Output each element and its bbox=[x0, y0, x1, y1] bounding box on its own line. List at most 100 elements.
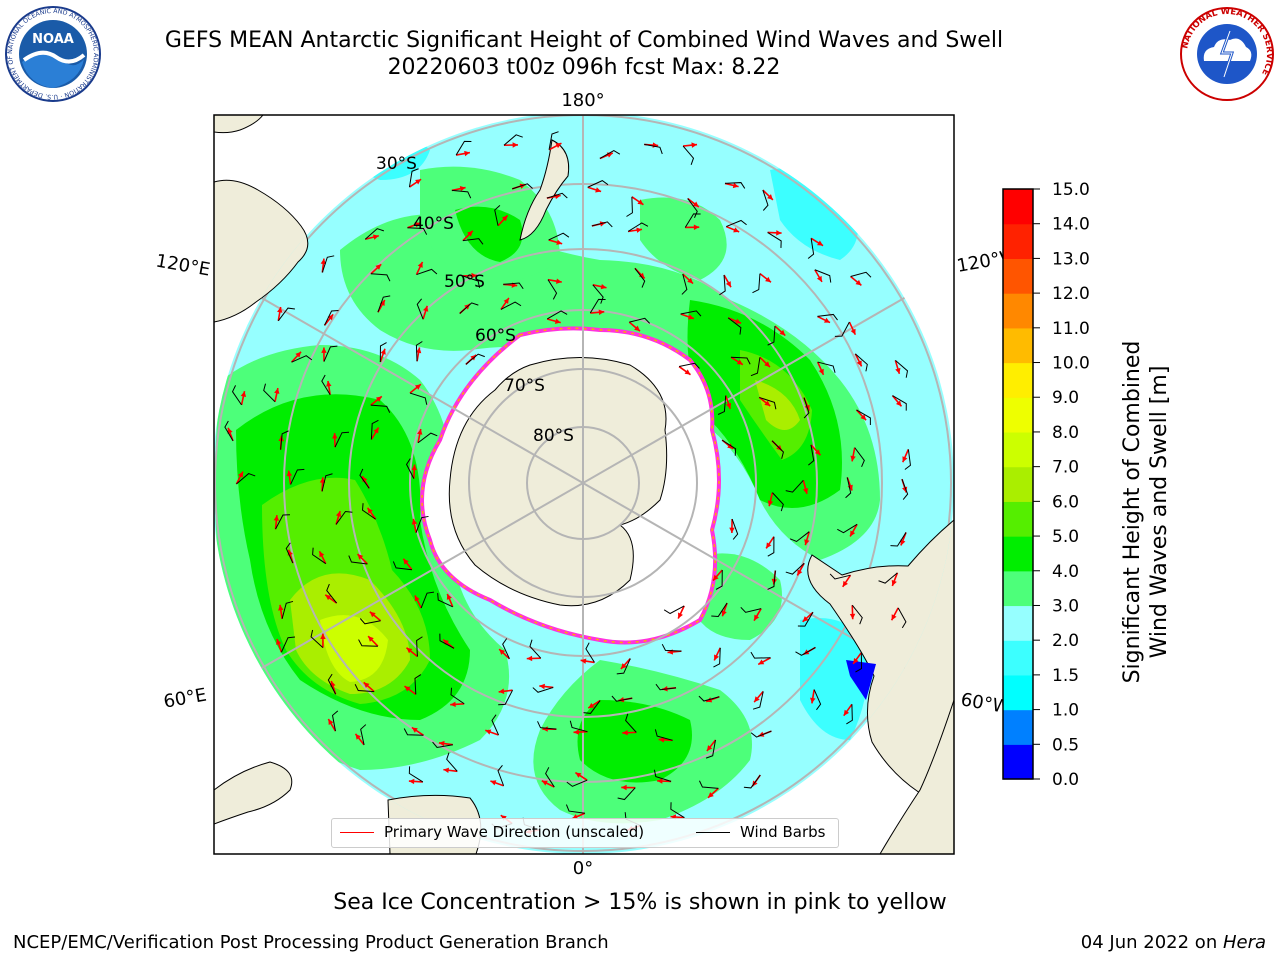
wind-barb bbox=[715, 570, 723, 590]
colorbar-segment bbox=[1003, 431, 1033, 468]
wave-arrow-head bbox=[406, 647, 413, 654]
wave-arrow-head bbox=[764, 400, 771, 407]
wave-arrow-head bbox=[754, 696, 760, 703]
wave-arrow-head bbox=[736, 359, 743, 365]
wave-arrow-head bbox=[657, 778, 663, 784]
wind-barb bbox=[392, 561, 413, 571]
wind-barb bbox=[451, 189, 472, 199]
wave-arrow-head bbox=[415, 179, 422, 185]
wave-arrow-head bbox=[766, 542, 772, 549]
wave-arrow-head bbox=[327, 314, 334, 321]
wind-barb bbox=[687, 198, 698, 218]
colorbar-segment bbox=[1003, 362, 1033, 398]
wind-barb bbox=[717, 395, 727, 415]
wave-arrow-head bbox=[721, 610, 727, 617]
wind-barb bbox=[684, 213, 701, 228]
wind-barb bbox=[634, 268, 646, 288]
colorbar-label: Significant Height of Combined Wind Wave… bbox=[1119, 312, 1173, 712]
wave-arrow-head bbox=[278, 604, 284, 611]
colorbar-frame bbox=[1002, 188, 1034, 780]
lat-label-60s: 60°S bbox=[475, 326, 516, 346]
wind-barbs bbox=[224, 131, 911, 831]
map-legend: Primary Wave Direction (unscaled) Wind B… bbox=[331, 818, 839, 848]
wind-barb bbox=[589, 298, 606, 314]
wind-barb bbox=[323, 345, 338, 362]
wind-barb bbox=[743, 774, 761, 789]
noaa-logo-text: NOAA bbox=[32, 32, 74, 47]
wind-barb bbox=[698, 695, 720, 702]
wave-arrow-head bbox=[895, 400, 902, 407]
wind-barb bbox=[224, 420, 234, 442]
colorbar-segment bbox=[1003, 709, 1033, 745]
wave-arrow-head bbox=[277, 307, 283, 313]
wind-barb bbox=[321, 473, 333, 492]
wind-barb bbox=[432, 741, 453, 748]
wave-arrow-head bbox=[729, 527, 735, 534]
wave-arrow-head bbox=[555, 143, 562, 149]
wind-barb bbox=[611, 695, 633, 702]
footer-host: Hera bbox=[1222, 932, 1266, 953]
wind-barb bbox=[789, 531, 810, 543]
wind-barb bbox=[416, 268, 438, 276]
wave-arrow-head bbox=[414, 595, 420, 602]
wave-arrow-head bbox=[571, 814, 578, 820]
wave-arrow-head bbox=[375, 264, 382, 270]
wave-arrow-head bbox=[278, 435, 284, 442]
colorbar-segment bbox=[1003, 189, 1033, 225]
wind-barb bbox=[290, 468, 305, 485]
wave-arrow-head bbox=[411, 727, 418, 733]
wave-arrow-head bbox=[490, 780, 497, 786]
wind-barb bbox=[767, 326, 776, 346]
wind-barb bbox=[713, 647, 721, 668]
wave-arrow-head bbox=[542, 726, 548, 732]
wave-arrow-head bbox=[554, 318, 561, 324]
wind-barb bbox=[740, 606, 762, 613]
wind-barb bbox=[379, 342, 387, 362]
wave-arrow-head bbox=[818, 368, 824, 375]
wind-barb bbox=[616, 658, 631, 675]
wave-arrow-head bbox=[779, 329, 786, 336]
wind-barb bbox=[360, 724, 367, 746]
wave-arrow-head bbox=[375, 396, 382, 402]
wave-arrow-head bbox=[843, 709, 850, 716]
wind-barb bbox=[285, 542, 294, 564]
colorbar-tick-label: 8.0 bbox=[1052, 423, 1079, 443]
wind-barb bbox=[335, 510, 353, 525]
wave-arrow-head bbox=[636, 227, 643, 233]
wind-barb bbox=[462, 275, 481, 288]
wind-barb bbox=[439, 633, 455, 649]
colorbar-label-line1: Significant Height of Combined bbox=[1120, 340, 1145, 684]
wind-barb bbox=[807, 238, 815, 259]
wave-arrow-head bbox=[319, 477, 326, 483]
wave-arrow-head bbox=[802, 616, 809, 622]
wind-barb bbox=[813, 689, 822, 711]
wind-barb bbox=[771, 440, 784, 459]
wave-arrow-head bbox=[325, 594, 332, 601]
wind-barb bbox=[897, 607, 907, 629]
wind-barb bbox=[762, 189, 769, 211]
wind-barb bbox=[772, 492, 784, 512]
wind-barb bbox=[655, 683, 677, 691]
lon-label-120e: 120°E bbox=[154, 250, 212, 280]
wave-arrow-head bbox=[706, 745, 713, 752]
colorbar-tick-label: 1.0 bbox=[1052, 701, 1079, 721]
wind-barb bbox=[537, 721, 557, 730]
colorbar-segment bbox=[1003, 605, 1033, 641]
wind-barb bbox=[727, 317, 742, 335]
wind-barb bbox=[698, 780, 719, 789]
wind-barb bbox=[321, 374, 331, 396]
wave-arrow-head bbox=[404, 686, 411, 692]
wave-arrow-head bbox=[708, 792, 714, 798]
lat-label-80s: 80°S bbox=[533, 426, 574, 446]
wave-arrow-head bbox=[415, 384, 421, 390]
wind-barb bbox=[370, 273, 391, 282]
wave-arrow-head bbox=[855, 279, 862, 286]
wind-barb bbox=[231, 385, 242, 406]
lat-label-40s: 40°S bbox=[413, 214, 454, 234]
lon-label-60e: 60°E bbox=[162, 684, 208, 712]
wave-arrow-head bbox=[691, 142, 698, 148]
wind-barb bbox=[895, 360, 909, 378]
wind-barb bbox=[236, 473, 256, 485]
wave-arrow-head bbox=[227, 427, 233, 434]
wave-arrow-head bbox=[842, 580, 848, 587]
